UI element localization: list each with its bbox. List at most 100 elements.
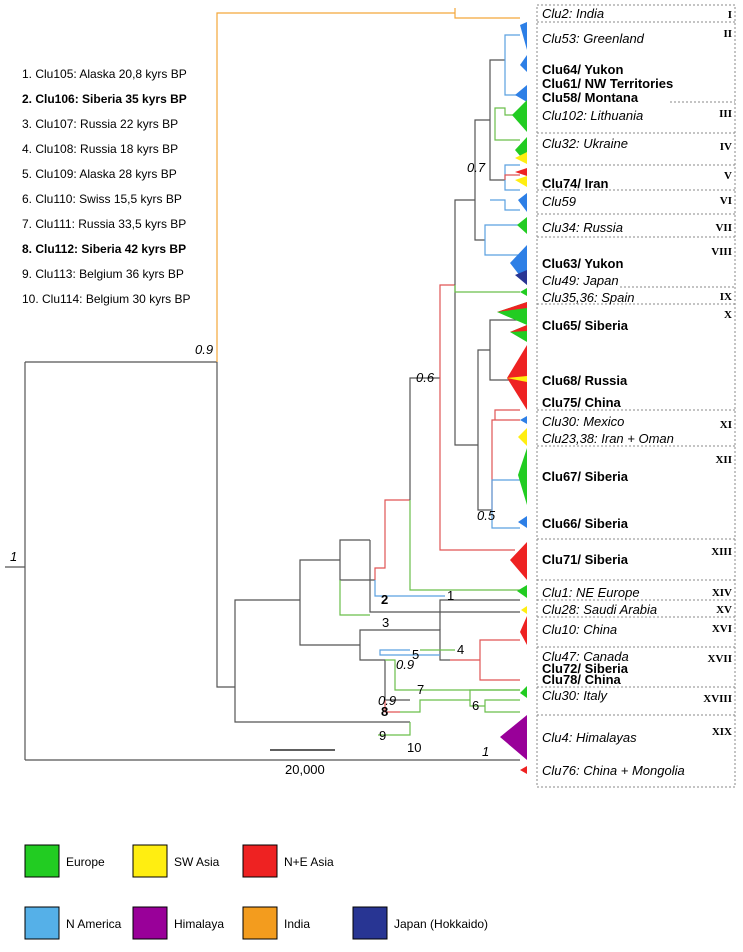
clade-triangle [517, 217, 527, 234]
support-value: 0.9 [378, 693, 396, 708]
clade-triangle [520, 686, 527, 698]
sample-list-item: 1. Clu105: Alaska 20,8 kyrs BP [22, 67, 187, 81]
legend-swatch-japan [352, 906, 388, 940]
cluster-label: Clu64/ Yukon [542, 62, 623, 77]
clade-triangle [515, 152, 527, 164]
sample-list-item: 6. Clu110: Swiss 15,5 kyrs BP [22, 192, 182, 206]
legend-label: N America [66, 917, 122, 931]
clade-triangle [512, 100, 527, 132]
cluster-label: Clu34: Russia [542, 220, 623, 235]
sample-list: 1. Clu105: Alaska 20,8 kyrs BP 2. Clu106… [22, 67, 191, 306]
clade-numeral: XV [716, 604, 732, 616]
clade-triangle [517, 585, 527, 598]
cluster-label: Clu74/ Iran [542, 176, 609, 191]
cluster-label: Clu10: China [542, 622, 617, 637]
legend-label: Europe [66, 855, 105, 869]
legend-label: SW Asia [174, 855, 220, 869]
clade-triangle [500, 715, 527, 760]
tip-number: 5 [412, 647, 419, 662]
collapsed-clades [497, 22, 527, 774]
clade-numeral: XVIII [703, 693, 732, 705]
clade-triangle [510, 542, 527, 580]
cluster-label: Clu58/ Montana [542, 90, 639, 105]
cluster-label: Clu61/ NW Territories [542, 76, 673, 91]
clade-triangle [515, 168, 527, 176]
legend-swatch-n-america [24, 906, 60, 940]
support-value: 0.7 [467, 160, 486, 175]
support-values: 1 0.9 0.6 0.7 0.5 0.9 0.9 1 [10, 160, 496, 759]
support-value: 0.9 [195, 342, 213, 357]
root-support: 1 [10, 549, 17, 564]
clade-triangle [518, 428, 527, 446]
clade-triangle [497, 302, 527, 312]
cluster-label: Clu67/ Siberia [542, 469, 629, 484]
cluster-label: Clu32: Ukraine [542, 136, 628, 151]
tree-branches [5, 8, 520, 761]
clade-triangle [520, 22, 527, 50]
cluster-label: Clu71/ Siberia [542, 552, 629, 567]
clade-triangle [518, 516, 527, 528]
cluster-label: Clu76: China + Mongolia [542, 763, 685, 778]
clade-numeral: XVI [712, 623, 732, 635]
clade-numeral: II [723, 28, 732, 40]
cluster-label: Clu23,38: Iran + Oman [542, 431, 674, 446]
sample-list-item: 10. Clu114: Belgium 30 kyrs BP [22, 292, 191, 306]
sample-list-item: 9. Clu113: Belgium 36 kyrs BP [22, 267, 184, 281]
legend-swatch-sw-asia [132, 844, 168, 878]
clade-triangle [520, 416, 527, 424]
clade-numeral: XIII [711, 546, 732, 558]
clade-numeral: VIII [711, 246, 732, 258]
cluster-label: Clu102: Lithuania [542, 108, 643, 123]
support-value: 0.9 [396, 657, 414, 672]
clade-triangle [521, 606, 527, 614]
tip-number: 7 [417, 682, 424, 697]
legend-label: Japan (Hokkaido) [394, 917, 488, 931]
clade-numeral: IX [720, 291, 732, 303]
legend-label: India [284, 917, 310, 931]
clade-triangle [518, 193, 527, 212]
legend-swatch-himalaya [132, 906, 168, 940]
legend-swatch-india [242, 906, 278, 940]
clade-triangle [520, 288, 527, 296]
cluster-label: Clu30: Italy [542, 688, 609, 703]
tip-number: 10 [407, 740, 421, 755]
tip-number: 6 [472, 698, 479, 713]
clade-triangle [510, 325, 527, 332]
support-value: 1 [482, 744, 489, 759]
tip-number: 9 [379, 728, 386, 743]
cluster-label: Clu30: Mexico [542, 414, 624, 429]
clade-triangle [507, 376, 527, 382]
legend-swatch-europe [24, 844, 60, 878]
tip-numbers: 1 2 3 4 5 6 7 8 9 10 [379, 588, 479, 755]
cluster-label: Clu63/ Yukon [542, 256, 623, 271]
clade-numeral: I [728, 9, 732, 21]
clade-numeral: VI [720, 195, 732, 207]
clade-triangle [515, 176, 527, 187]
cluster-label: Clu59 [542, 194, 576, 209]
cluster-label: Clu65/ Siberia [542, 318, 629, 333]
cluster-label: Clu75/ China [542, 395, 622, 410]
cluster-label: Clu49: Japan [542, 273, 619, 288]
clade-numeral: IV [720, 141, 732, 153]
clade-triangle [518, 448, 527, 505]
clade-triangle [515, 85, 527, 102]
clade-numeral: XII [715, 454, 732, 466]
clade-numeral: X [724, 309, 732, 321]
clade-numerals: I II III IV V VI VII VIII IX X XI XII XI… [703, 9, 732, 738]
tip-number: 1 [447, 588, 454, 603]
tip-number: 8 [381, 704, 388, 719]
clade-numeral: XVII [708, 653, 732, 665]
cluster-label: Clu68/ Russia [542, 373, 628, 388]
tip-number: 4 [457, 642, 464, 657]
sample-list-item: 8. Clu112: Siberia 42 kyrs BP [22, 242, 186, 256]
clade-numeral: VII [715, 222, 732, 234]
cluster-label: Clu1: NE Europe [542, 585, 640, 600]
clade-triangle [520, 616, 527, 645]
clade-numeral: XIX [712, 726, 732, 738]
cluster-label: Clu47: Canada [542, 649, 629, 664]
clade-triangle [515, 270, 527, 285]
cluster-label: Clu2: India [542, 6, 604, 21]
cluster-label: Clu53: Greenland [542, 31, 645, 46]
